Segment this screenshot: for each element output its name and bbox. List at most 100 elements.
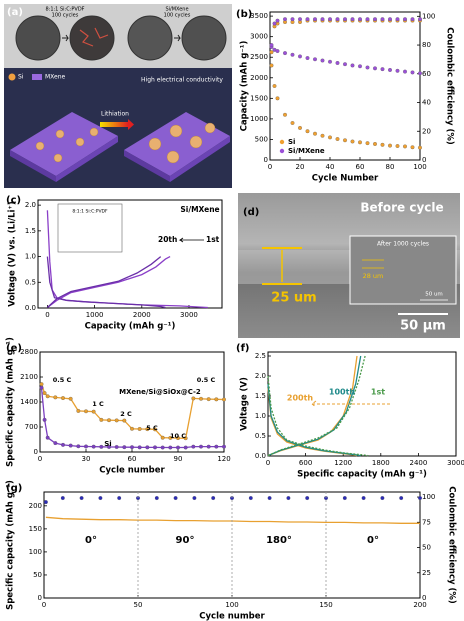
data-point	[199, 396, 203, 401]
data-point	[313, 57, 317, 62]
y2-tick-label: 40	[422, 99, 431, 107]
angle-label: 0°	[367, 535, 379, 546]
data-point	[335, 61, 340, 65]
data-point	[99, 417, 104, 422]
data-point	[298, 17, 302, 22]
data-point	[130, 445, 134, 450]
x-tick-label: 3000	[180, 311, 198, 319]
y-axis-label: Specific capacity (mAh g⁻¹)	[6, 480, 16, 610]
data-point	[373, 142, 377, 146]
x-tick-label: 50	[134, 601, 143, 609]
data-point	[290, 52, 295, 57]
data-point	[117, 496, 122, 501]
x-tick-label: 0	[45, 311, 49, 319]
electrode-disc-cycled	[181, 15, 227, 61]
electrode-disc	[127, 15, 173, 61]
panel-label: (d)	[243, 207, 259, 218]
data-point	[350, 63, 355, 68]
si-particles	[148, 122, 216, 164]
data-point	[168, 435, 173, 440]
angle-label: 90°	[176, 535, 195, 546]
arrow	[178, 237, 204, 243]
x-tick-label: 60	[128, 455, 137, 463]
x-tick-label: 200	[413, 601, 426, 609]
data-point	[328, 59, 332, 64]
data-point	[199, 444, 203, 449]
y-axis-label: Voltage (V)	[240, 377, 250, 431]
data-point	[145, 427, 150, 432]
y-tick-label: 1.0	[25, 253, 36, 261]
data-point	[91, 409, 96, 414]
data-point	[410, 145, 415, 150]
x-tick-label: 2000	[133, 311, 151, 319]
data-point	[99, 444, 104, 449]
data-point	[84, 444, 88, 449]
data-point	[272, 21, 277, 26]
y-tick-label: 2100	[20, 373, 38, 381]
plot-frame	[39, 351, 225, 453]
legend-swatch	[279, 148, 285, 154]
y-tick-label: 0	[38, 594, 42, 602]
y-tick-label: 0	[34, 448, 38, 456]
y-tick-label: 1.5	[25, 227, 36, 235]
data-point	[350, 17, 355, 22]
series-label: 200th	[287, 394, 314, 403]
x-tick-label: 90	[174, 455, 183, 463]
data-point	[298, 125, 302, 130]
x-axis-label: Cycle Number	[312, 174, 379, 184]
y-tick-label: 500	[255, 135, 268, 143]
panel-label: (g)	[6, 483, 22, 494]
data-point	[173, 496, 178, 501]
data-point	[283, 112, 287, 117]
data-point	[418, 71, 422, 76]
data-point	[380, 496, 385, 501]
data-point	[43, 500, 48, 505]
data-point	[313, 17, 317, 22]
angle-label: 0°	[85, 535, 97, 546]
y-axis-label: Voltage (V) vs. (Li/Li⁺)	[8, 201, 18, 307]
y-tick-label: 50	[33, 571, 42, 579]
data-point	[53, 395, 58, 400]
x-tick-label: 40	[326, 163, 335, 171]
data-point	[335, 137, 340, 141]
inset-frame	[57, 203, 123, 253]
y2-tick-label: 100	[422, 12, 435, 20]
y-tick-label: 1500	[250, 94, 268, 102]
data-point	[183, 436, 188, 441]
y-tick-label: 2.5	[255, 352, 266, 360]
series-line	[267, 355, 369, 457]
y-tick-label: 2800	[20, 348, 38, 356]
rate-label: 1 C	[92, 400, 104, 408]
y-axis-label: Capacity (mAh g⁻¹)	[240, 40, 250, 131]
mxene-edge	[170, 136, 230, 182]
data-point	[160, 435, 165, 440]
data-point	[222, 444, 226, 449]
data-point	[137, 445, 142, 450]
legend-label: Si	[18, 74, 24, 81]
x-tick-label: 2400	[409, 459, 427, 467]
inset-title: 8:1:1 Si:C:PVDF	[72, 209, 108, 215]
data-point	[39, 382, 44, 387]
data-point	[358, 64, 362, 69]
rate-label: 2 C	[120, 410, 132, 418]
inset-title: After 1000 cycles	[377, 241, 429, 248]
data-point	[335, 17, 340, 22]
data-point	[42, 391, 47, 396]
y2-tick-label: 75	[422, 518, 431, 526]
panel-d: (d) Before cycle 25 um After 1000 cycles…	[238, 193, 460, 338]
data-point	[60, 496, 65, 501]
y-tick-label: 1.5	[255, 392, 266, 400]
data-point	[275, 49, 280, 54]
data-point	[313, 131, 317, 136]
data-point	[410, 70, 415, 75]
data-point	[39, 385, 44, 390]
x-axis-label: Cycle number	[99, 466, 165, 476]
y-tick-label: 3500	[250, 12, 268, 20]
y2-tick-label: 25	[422, 569, 431, 577]
data-point	[328, 135, 332, 140]
angle-label: 180°	[266, 535, 292, 546]
data-point	[45, 394, 50, 399]
rate-label: 0.5 C	[197, 376, 216, 384]
y2-tick-label: 0	[422, 594, 426, 602]
